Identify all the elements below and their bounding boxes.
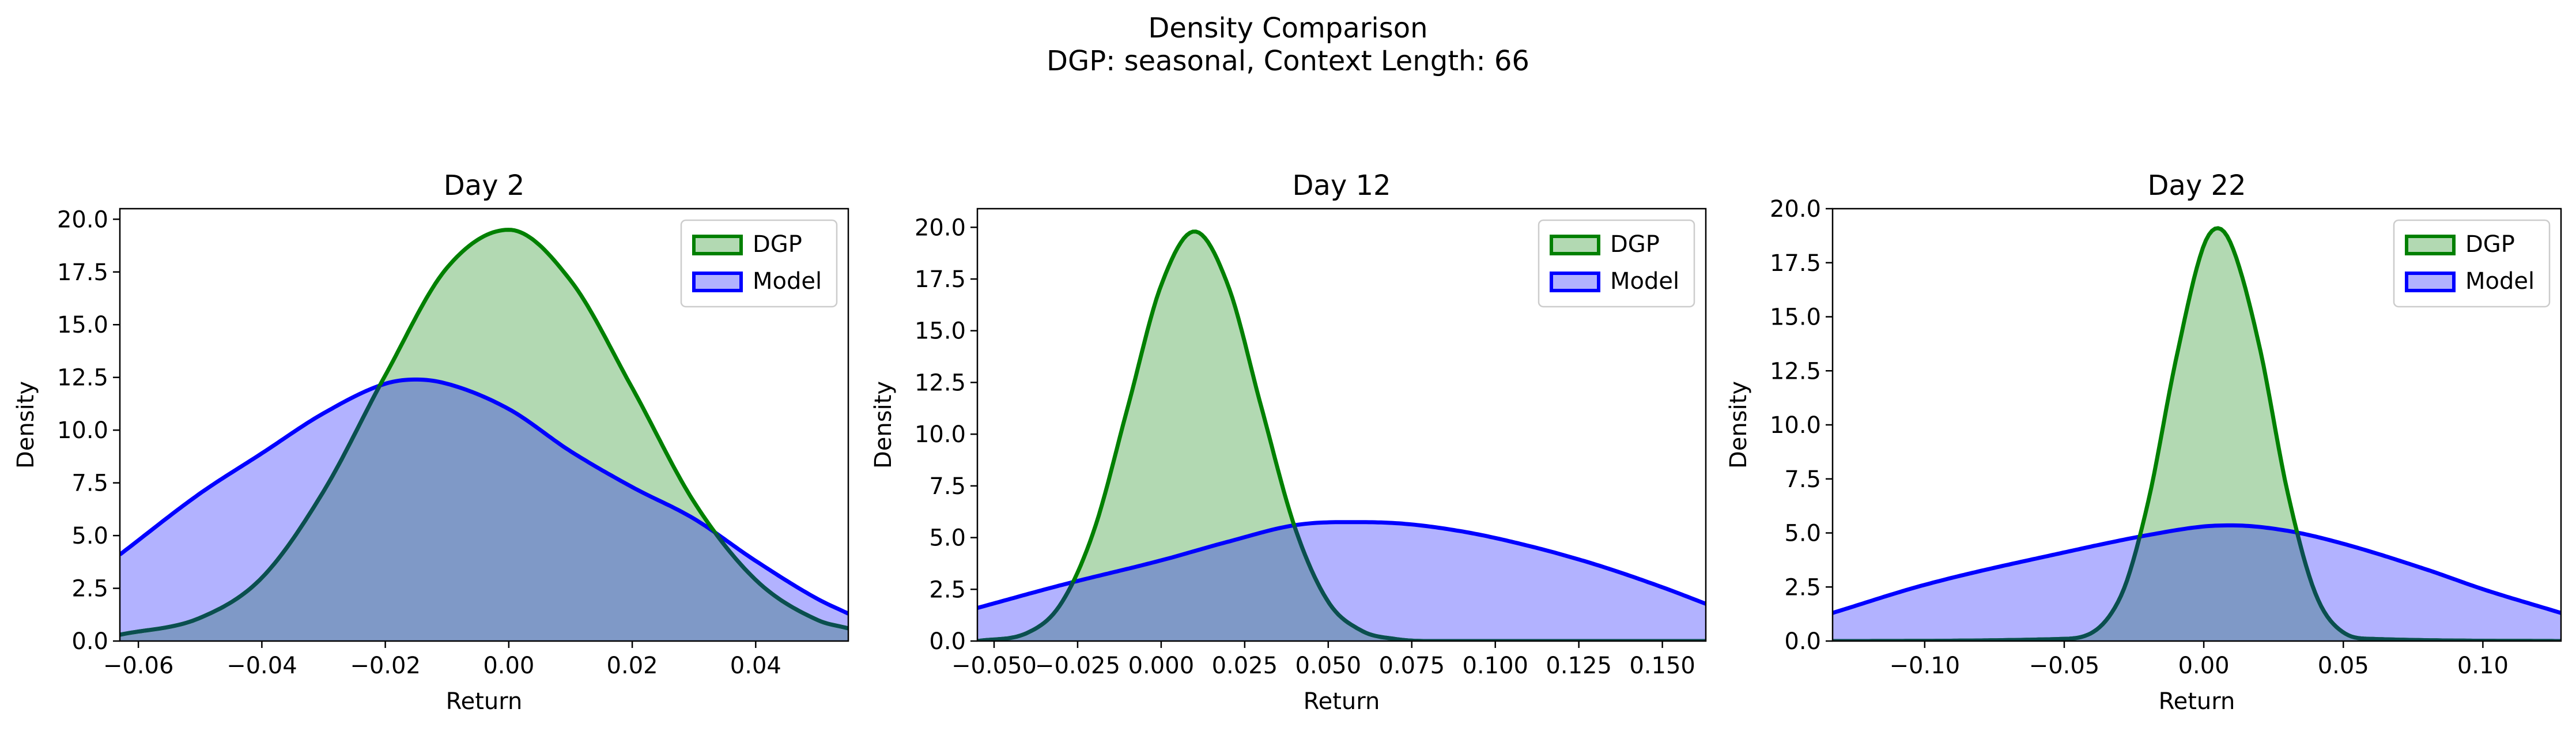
x-tick-label: −0.04: [226, 653, 297, 679]
x-tick-label: −0.025: [1035, 653, 1120, 679]
y-tick-label: 20.0: [915, 214, 966, 241]
y-tick-label: 15.0: [915, 318, 966, 345]
y-tick-label: 0.0: [71, 628, 108, 655]
subplot-title: Day 2: [444, 169, 525, 202]
x-tick-label: 0.050: [1295, 653, 1362, 679]
legend-label-model: Model: [2465, 268, 2535, 295]
y-tick-label: 20.0: [1770, 196, 1821, 223]
legend-swatch-dgp: [692, 235, 743, 255]
figure-title-line-2: DGP: seasonal, Context Length: 66: [1047, 45, 1529, 77]
legend-label-model: Model: [1610, 268, 1679, 295]
legend: DGP Model: [680, 219, 838, 308]
subplot-3: 0.0 2.5 5.0 7.5 10.0 12.5 15.0 17.5 20.0 −0.10 −0.…: [1725, 169, 2562, 715]
x-tick-label: 0.000: [1128, 653, 1195, 679]
y-tick-label: 12.5: [915, 370, 966, 396]
dgp-density-fill: [977, 231, 1706, 641]
subplot-title: Day 12: [1292, 169, 1391, 202]
y-tick-label: 20.0: [57, 206, 108, 233]
y-tick-label: 17.5: [915, 266, 966, 293]
subplot-title: Day 22: [2147, 169, 2246, 202]
legend-swatch-model: [1550, 272, 1600, 292]
legend: DGP Model: [1538, 219, 1695, 308]
y-axis-label: Density: [870, 381, 897, 469]
y-axis-label: Density: [13, 381, 39, 469]
subplot-1: 0.0 2.5 5.0 7.5 10.0 12.5 15.0 17.5 20.0 −0.06 −0.…: [13, 169, 849, 715]
x-axis-label: Return: [446, 688, 523, 715]
y-tick-label: 12.5: [1770, 358, 1821, 385]
x-tick-label: −0.10: [1890, 653, 1961, 679]
x-tick-label: 0.10: [2457, 653, 2509, 679]
model-density-line: [1833, 523, 2561, 615]
y-tick-label: 7.5: [1784, 466, 1821, 493]
x-tick-label: −0.05: [2029, 653, 2100, 679]
legend-swatch-model: [692, 272, 743, 292]
model-density-line: [977, 520, 1706, 610]
overlap-fill: [120, 379, 848, 641]
axes-frame: [976, 208, 1707, 642]
y-tick-label: 2.5: [71, 576, 108, 602]
x-tick-label: 0.100: [1462, 653, 1528, 679]
y-tick-label: 10.0: [1770, 412, 1821, 439]
overlap-fill: [977, 525, 1706, 641]
y-tick-label: 17.5: [57, 259, 108, 286]
legend: DGP Model: [2393, 219, 2551, 308]
y-tick-label: 2.5: [1784, 574, 1821, 601]
y-tick-label: 5.0: [71, 523, 108, 549]
legend-label-model: Model: [753, 268, 822, 295]
x-tick-label: 0.125: [1546, 653, 1612, 679]
x-tick-label: 0.025: [1212, 653, 1278, 679]
subplot-2: 0.0 2.5 5.0 7.5 10.0 12.5 15.0 17.5 20.0 −0.050−0…: [870, 169, 1707, 715]
x-tick-label: 0.04: [730, 653, 781, 679]
legend-label-dgp: DGP: [753, 231, 802, 258]
legend-swatch-dgp: [2405, 235, 2456, 255]
dgp-density-line-overlap: [120, 379, 848, 637]
x-tick-label: 0.075: [1379, 653, 1445, 679]
y-tick-label: 5.0: [929, 525, 966, 552]
subplot-grid: 0.0 2.5 5.0 7.5 10.0 12.5 15.0 17.5 20.0 −0.06 −0.…: [13, 169, 2562, 715]
y-tick-label: 2.5: [929, 576, 966, 603]
plot-area: [120, 228, 848, 641]
y-tick-label: 17.5: [1770, 250, 1821, 277]
y-tick-label: 7.5: [71, 470, 108, 497]
y-tick-label: 0.0: [1784, 628, 1821, 655]
y-tick-label: 5.0: [1784, 521, 1821, 547]
legend-label-dgp: DGP: [1610, 231, 1660, 258]
legend-swatch-model: [2405, 272, 2456, 292]
x-tick-label: 0.00: [2178, 653, 2230, 679]
x-tick-label: 0.150: [1629, 653, 1695, 679]
plot-area: [977, 229, 1706, 641]
y-tick-label: 10.0: [57, 417, 108, 444]
axes-frame: [119, 208, 849, 642]
y-tick-label: 0.0: [929, 628, 966, 655]
overlap-fill: [1833, 525, 2561, 641]
x-axis-label: Return: [2159, 688, 2235, 715]
y-axis-label: Density: [1725, 381, 1752, 469]
y-tick-label: 10.0: [915, 421, 966, 448]
x-tick-label: −0.02: [350, 653, 421, 679]
x-tick-label: 0.00: [483, 653, 534, 679]
x-tick-label: −0.050: [951, 653, 1037, 679]
legend-label-dgp: DGP: [2465, 231, 2515, 258]
y-tick-label: 12.5: [57, 365, 108, 391]
dgp-density-line-overlap: [977, 522, 1706, 641]
x-tick-label: 0.05: [2318, 653, 2369, 679]
x-axis-label: Return: [1304, 688, 1380, 715]
y-tick-label: 15.0: [1770, 304, 1821, 331]
x-tick-label: 0.02: [607, 653, 658, 679]
model-density-line: [120, 377, 848, 616]
legend-swatch-dgp: [1550, 235, 1600, 255]
figure-title-line-1: Density Comparison: [1148, 12, 1427, 44]
y-tick-label: 15.0: [57, 312, 108, 338]
y-tick-label: 7.5: [929, 473, 966, 500]
x-tick-label: −0.06: [103, 653, 174, 679]
dgp-density-fill: [1833, 228, 2561, 641]
